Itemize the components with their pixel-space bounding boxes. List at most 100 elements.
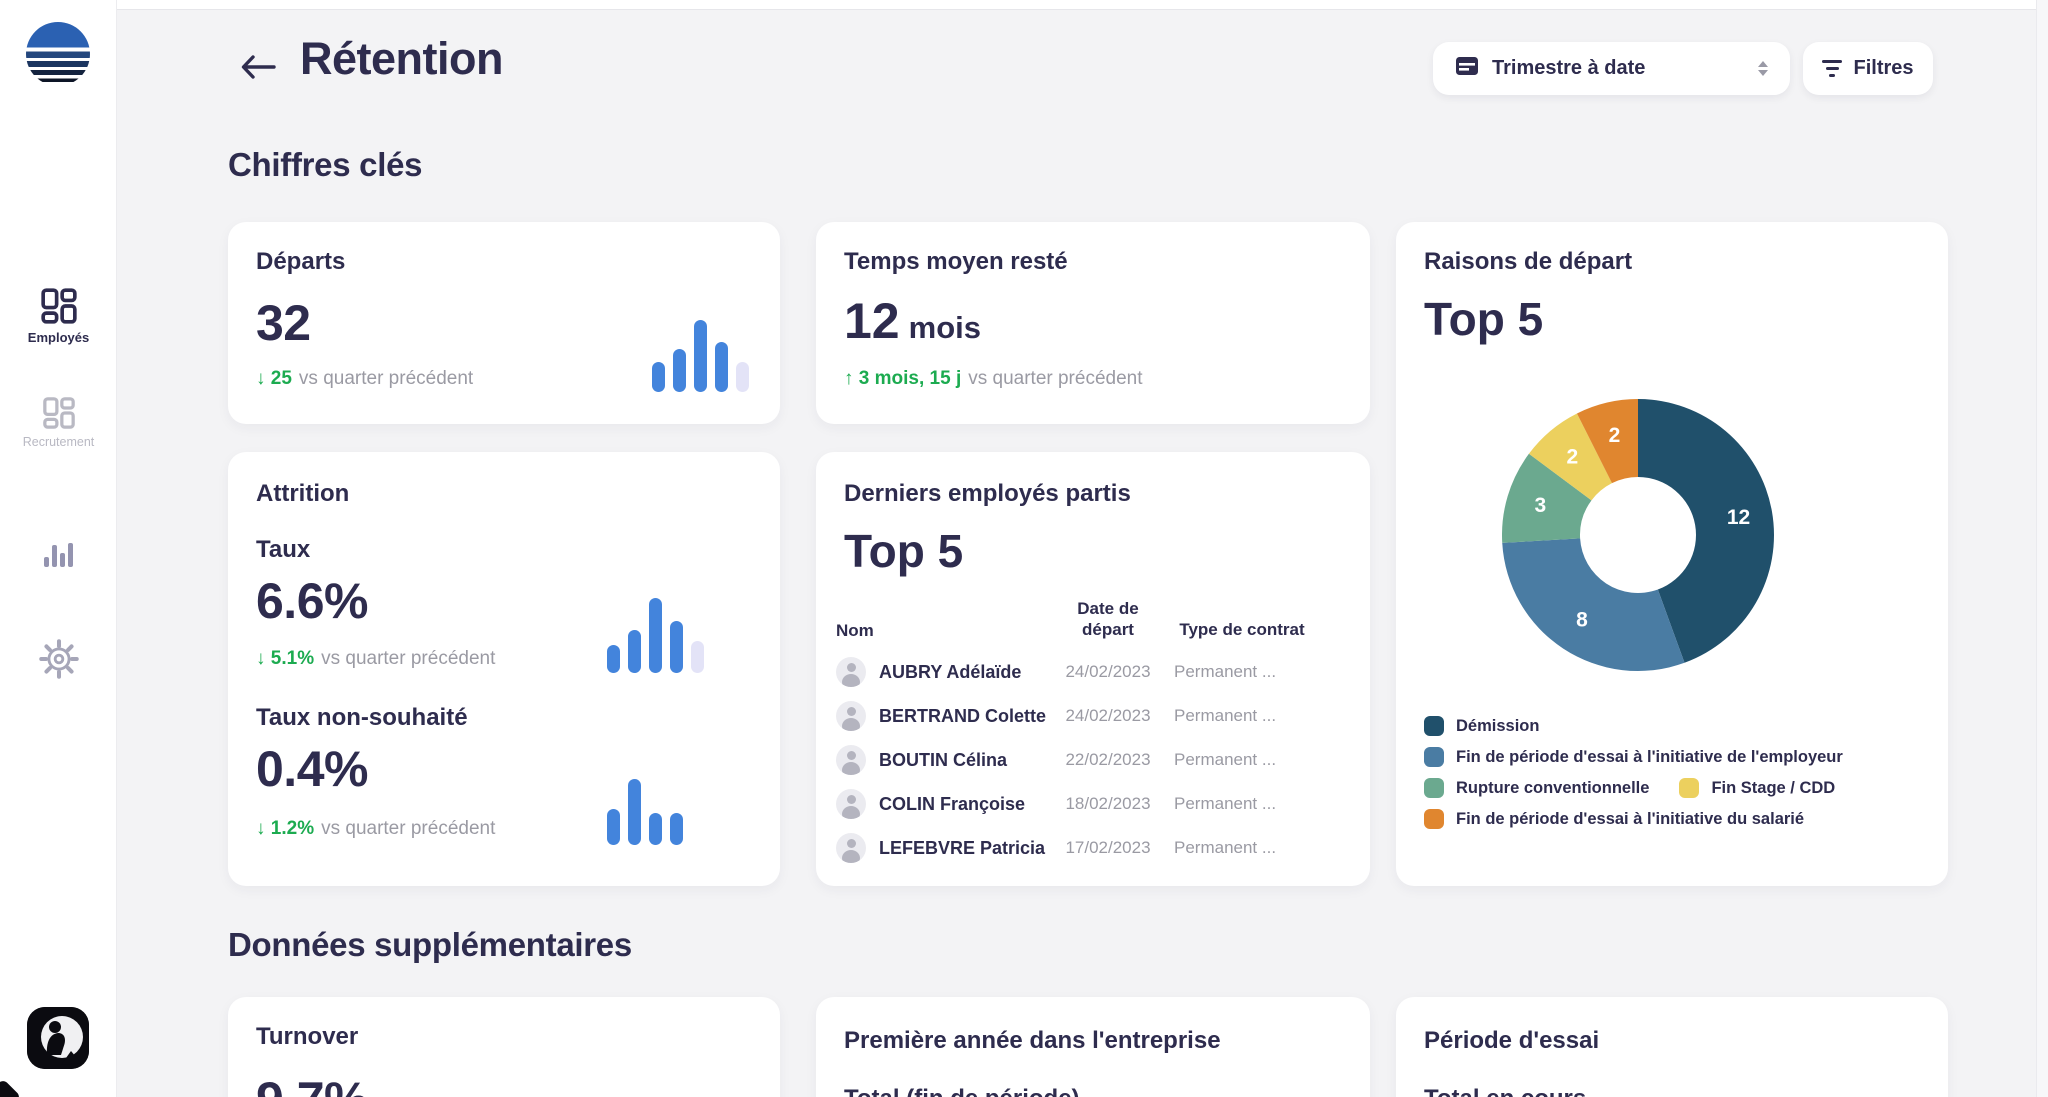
page-title: Rétention [300, 33, 504, 84]
attrition-rate-value: 6.6% [256, 573, 368, 629]
card-title: Première année dans l'entreprise [844, 1027, 1221, 1054]
legend-label: Fin de période d'essai à l'initiative de… [1456, 747, 1843, 766]
svg-text:3: 3 [1534, 494, 1546, 517]
filters-button-label: Filtres [1853, 57, 1914, 79]
legend-item: Rupture conventionnelle [1424, 778, 1649, 798]
legend-label: Fin Stage / CDD [1711, 778, 1836, 797]
attrition-unwanted-sparkline [607, 779, 683, 845]
attrition-unwanted-value: 0.4% [256, 741, 368, 797]
sidebar-item-settings[interactable] [0, 636, 117, 687]
departure-date: 17/02/2023 [1065, 838, 1151, 857]
last-departed-top5-heading: Top 5 [844, 525, 964, 577]
person-avatar-icon [836, 789, 866, 819]
table-header: Nom Date de départ Type de contrat [836, 598, 1310, 641]
card-departure-reasons: Raisons de départ Top 5 12 8 3 2 2 Démission… [1396, 222, 1948, 886]
departure-reasons-donut-chart: 12 8 3 2 2 [1502, 399, 1774, 671]
legend-item: Fin Stage / CDD [1679, 778, 1835, 798]
sidebar-item-employes[interactable]: Employés [0, 287, 117, 345]
card-departures: Départs 32 ↓ 25 vs quarter précédent [228, 222, 780, 424]
attrition-unwanted-delta: ↓ 1.2% vs quarter précédent [256, 818, 495, 840]
departures-value: 32 [256, 295, 311, 351]
calendar-stack-icon [1455, 55, 1479, 82]
svg-text:2: 2 [1567, 445, 1579, 468]
sidebar-item-recrutement[interactable]: Recrutement [0, 396, 117, 449]
card-title: Turnover [256, 1023, 359, 1050]
grid-dashboard-icon [0, 287, 117, 325]
card-turnover: Turnover 9.7% [228, 997, 780, 1097]
avg-time-value-row: 12 mois [844, 296, 981, 346]
sidebar-item-label: Employés [27, 330, 90, 345]
employee-name: BERTRAND Colette [879, 705, 1047, 726]
grid-dashboard-icon [0, 396, 117, 430]
contract-type: Permanent ... [1174, 662, 1277, 681]
card-attrition: Attrition Taux 6.6% ↓ 5.1% vs quarter pr… [228, 452, 780, 886]
section-heading-additional-data: Données supplémentaires [228, 926, 632, 963]
legend-label: Rupture conventionnelle [1456, 778, 1650, 797]
contract-type: Permanent ... [1174, 794, 1277, 813]
employee-name: COLIN Françoise [879, 793, 1026, 814]
first-year-total-label: Total (fin de période) [844, 1085, 1080, 1097]
trial-period-total-label: Total en cours [1424, 1085, 1586, 1097]
person-avatar-icon [836, 701, 866, 731]
avg-time-value: 12 [844, 293, 900, 349]
legend-item: Fin de période d'essai à l'initiative du… [1424, 809, 1804, 829]
bar-chart-icon [44, 543, 73, 567]
section-heading-key-figures: Chiffres clés [228, 146, 423, 183]
legend-swatch [1424, 716, 1444, 736]
employee-table: AUBRY Adélaïde 24/02/2023 Permanent ... … [836, 650, 1356, 870]
svg-text:2: 2 [1609, 424, 1621, 447]
attrition-rate-delta: ↓ 5.1% vs quarter précédent [256, 648, 495, 670]
card-title: Temps moyen resté [844, 248, 1068, 275]
filters-button[interactable]: Filtres [1803, 42, 1933, 95]
card-title: Départs [256, 248, 346, 275]
delta-value: ↓ 5.1% [256, 648, 315, 669]
contract-type: Permanent ... [1174, 750, 1277, 769]
legend-swatch [1424, 778, 1444, 798]
delta-suffix: vs quarter précédent [321, 648, 496, 669]
avg-time-unit: mois [908, 310, 981, 345]
delta-suffix: vs quarter précédent [298, 368, 474, 389]
departure-date: 24/02/2023 [1065, 706, 1151, 725]
card-avg-time: Temps moyen resté 12 mois ↑ 3 mois, 15 j… [816, 222, 1370, 424]
delta-suffix: vs quarter précédent [968, 368, 1143, 389]
table-row[interactable]: COLIN Françoise 18/02/2023 Permanent ... [836, 782, 1356, 826]
legend-label: Fin de période d'essai à l'initiative du… [1456, 809, 1805, 828]
card-title: Période d'essai [1424, 1027, 1600, 1054]
table-row[interactable]: LEFEBVRE Patricia 17/02/2023 Permanent .… [836, 826, 1356, 870]
brand-logo[interactable] [26, 22, 90, 86]
user-avatar[interactable] [27, 1007, 89, 1069]
legend-swatch [1424, 747, 1444, 767]
legend-swatch [1424, 809, 1444, 829]
sidebar-item-label: Recrutement [22, 435, 95, 449]
legend-item: Fin de période d'essai à l'initiative de… [1424, 747, 1843, 767]
window-top-strip [0, 0, 2048, 10]
legend-swatch [1679, 778, 1700, 798]
reasons-top5-heading: Top 5 [1424, 293, 1544, 345]
back-button[interactable] [238, 52, 278, 82]
sidebar-item-analytics[interactable] [0, 543, 117, 567]
period-selector[interactable]: Trimestre à date [1433, 42, 1790, 95]
departure-date: 18/02/2023 [1065, 794, 1151, 813]
departure-date: 24/02/2023 [1065, 662, 1151, 681]
vertical-scrollbar[interactable] [2036, 0, 2048, 1097]
svg-text:8: 8 [1576, 609, 1588, 632]
card-first-year: Première année dans l'entreprise Total (… [816, 997, 1370, 1097]
contract-type: Permanent ... [1174, 838, 1277, 857]
table-row[interactable]: BERTRAND Colette 24/02/2023 Permanent ..… [836, 694, 1356, 738]
departures-sparkline [652, 320, 749, 392]
svg-text:12: 12 [1727, 506, 1750, 529]
filter-icon [1822, 60, 1843, 77]
table-row[interactable]: BOUTIN Célina 22/02/2023 Permanent ... [836, 738, 1356, 782]
arrow-left-icon [238, 55, 278, 86]
card-title: Derniers employés partis [844, 480, 1131, 507]
delta-value: ↓ 25 [256, 368, 292, 389]
sidebar: Employés Recrutement [0, 0, 117, 1097]
column-header-date: Date de départ [1077, 599, 1139, 640]
corner-shape [0, 1078, 22, 1097]
column-header-contract: Type de contrat [1179, 620, 1305, 640]
card-last-departed: Derniers employés partis Top 5 Nom Date … [816, 452, 1370, 886]
attrition-rate-sparkline [607, 598, 704, 673]
table-row[interactable]: AUBRY Adélaïde 24/02/2023 Permanent ... [836, 650, 1356, 694]
turnover-value: 9.7% [256, 1075, 368, 1097]
